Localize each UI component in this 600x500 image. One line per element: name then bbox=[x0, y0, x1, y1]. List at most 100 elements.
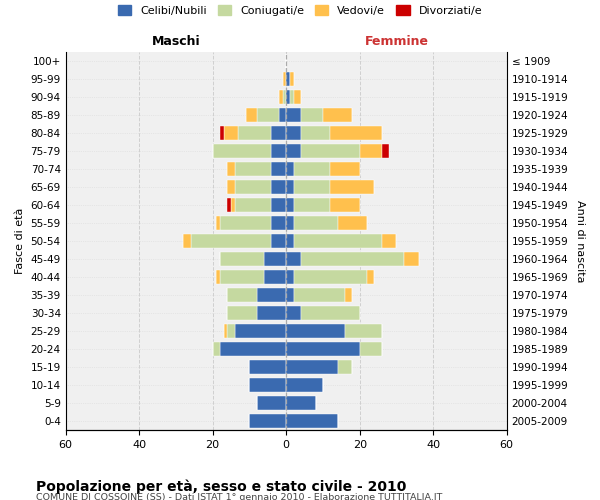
Bar bbox=[217, 270, 220, 284]
Bar bbox=[279, 108, 286, 122]
Bar bbox=[224, 324, 227, 338]
Bar bbox=[220, 252, 264, 266]
Bar bbox=[183, 234, 191, 248]
Bar bbox=[220, 216, 271, 230]
Bar bbox=[283, 90, 286, 104]
Bar bbox=[235, 198, 271, 212]
Bar bbox=[271, 180, 286, 194]
Bar bbox=[271, 216, 286, 230]
Bar bbox=[286, 216, 293, 230]
Bar bbox=[220, 342, 286, 356]
Bar bbox=[301, 126, 331, 140]
Bar bbox=[264, 252, 286, 266]
Bar bbox=[271, 162, 286, 176]
Bar bbox=[283, 72, 286, 86]
Bar bbox=[286, 72, 290, 86]
Bar bbox=[360, 144, 382, 158]
Bar bbox=[217, 216, 220, 230]
Bar bbox=[279, 90, 283, 104]
Bar bbox=[301, 306, 360, 320]
Bar bbox=[271, 144, 286, 158]
Bar bbox=[293, 198, 331, 212]
Bar bbox=[227, 198, 231, 212]
Bar bbox=[286, 288, 293, 302]
Bar bbox=[257, 396, 286, 410]
Bar bbox=[286, 198, 293, 212]
Bar bbox=[331, 180, 374, 194]
Bar bbox=[301, 252, 404, 266]
Bar bbox=[271, 234, 286, 248]
Text: Maschi: Maschi bbox=[152, 35, 200, 48]
Bar bbox=[227, 306, 257, 320]
Bar bbox=[238, 126, 271, 140]
Bar bbox=[227, 162, 235, 176]
Bar bbox=[271, 198, 286, 212]
Bar bbox=[191, 234, 271, 248]
Bar bbox=[293, 288, 345, 302]
Bar bbox=[235, 162, 271, 176]
Bar bbox=[235, 324, 286, 338]
Bar bbox=[323, 108, 352, 122]
Bar bbox=[235, 180, 271, 194]
Bar bbox=[257, 108, 279, 122]
Bar bbox=[246, 108, 257, 122]
Bar bbox=[286, 342, 360, 356]
Bar bbox=[264, 270, 286, 284]
Bar bbox=[293, 162, 331, 176]
Text: COMUNE DI COSSOINE (SS) - Dati ISTAT 1° gennaio 2010 - Elaborazione TUTTITALIA.I: COMUNE DI COSSOINE (SS) - Dati ISTAT 1° … bbox=[36, 492, 442, 500]
Bar bbox=[290, 72, 293, 86]
Legend: Celibi/Nubili, Coniugati/e, Vedovi/e, Divorziati/e: Celibi/Nubili, Coniugati/e, Vedovi/e, Di… bbox=[113, 0, 487, 20]
Bar bbox=[382, 144, 389, 158]
Text: Femmine: Femmine bbox=[364, 35, 428, 48]
Bar bbox=[286, 144, 301, 158]
Bar bbox=[286, 270, 293, 284]
Bar bbox=[250, 360, 286, 374]
Bar bbox=[345, 324, 382, 338]
Bar bbox=[367, 270, 374, 284]
Bar bbox=[250, 414, 286, 428]
Y-axis label: Anni di nascita: Anni di nascita bbox=[575, 200, 585, 282]
Bar bbox=[271, 126, 286, 140]
Bar bbox=[293, 90, 301, 104]
Bar bbox=[286, 162, 293, 176]
Bar bbox=[301, 144, 360, 158]
Bar bbox=[286, 108, 301, 122]
Bar bbox=[250, 378, 286, 392]
Bar bbox=[301, 108, 323, 122]
Bar bbox=[360, 342, 382, 356]
Bar bbox=[224, 126, 238, 140]
Bar bbox=[382, 234, 397, 248]
Bar bbox=[212, 144, 271, 158]
Bar bbox=[220, 270, 264, 284]
Bar bbox=[227, 324, 235, 338]
Bar bbox=[338, 360, 352, 374]
Bar bbox=[286, 414, 338, 428]
Bar bbox=[257, 306, 286, 320]
Bar bbox=[286, 252, 301, 266]
Bar bbox=[345, 288, 352, 302]
Bar bbox=[286, 234, 293, 248]
Bar bbox=[286, 180, 293, 194]
Bar bbox=[227, 288, 257, 302]
Bar bbox=[286, 306, 301, 320]
Bar bbox=[220, 126, 224, 140]
Bar bbox=[286, 378, 323, 392]
Bar bbox=[293, 270, 367, 284]
Bar bbox=[293, 216, 338, 230]
Bar bbox=[212, 342, 220, 356]
Bar bbox=[286, 90, 290, 104]
Bar bbox=[227, 180, 235, 194]
Bar bbox=[338, 216, 367, 230]
Bar bbox=[331, 198, 360, 212]
Bar bbox=[331, 162, 360, 176]
Bar bbox=[293, 234, 382, 248]
Bar bbox=[286, 126, 301, 140]
Text: Popolazione per età, sesso e stato civile - 2010: Popolazione per età, sesso e stato civil… bbox=[36, 480, 406, 494]
Bar bbox=[257, 288, 286, 302]
Bar bbox=[331, 126, 382, 140]
Bar bbox=[286, 360, 338, 374]
Bar bbox=[286, 324, 345, 338]
Bar bbox=[290, 90, 293, 104]
Bar bbox=[231, 198, 235, 212]
Bar bbox=[286, 396, 316, 410]
